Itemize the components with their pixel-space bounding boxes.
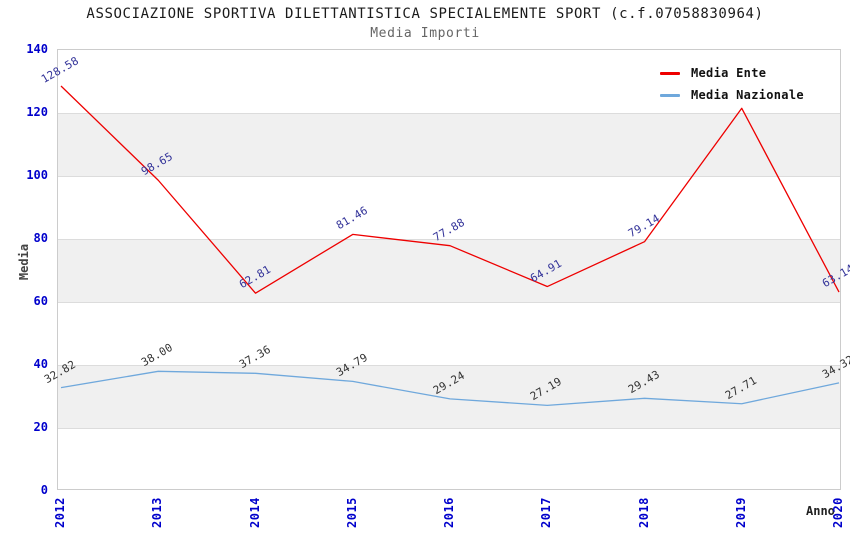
x-tick-label-2020: 2020 <box>831 497 845 528</box>
legend-line-marker <box>660 71 680 75</box>
x-tick-label-2012: 2012 <box>53 497 67 528</box>
x-tick-label-2013: 2013 <box>150 497 165 528</box>
x-tick-label-2015: 2015 <box>344 497 359 528</box>
x-axis-label: Anno <box>806 504 835 518</box>
plot-area <box>57 49 841 490</box>
shaded-band <box>58 113 840 176</box>
x-tick-label-2016: 2016 <box>442 497 456 528</box>
gridline-y-20 <box>58 428 840 429</box>
y-axis-label: Media <box>17 243 31 281</box>
y-tick-label-100: 100 <box>26 168 48 182</box>
chart-subtitle: Media Importi <box>370 26 480 41</box>
legend: Media Ente Media Nazionale <box>660 62 804 106</box>
y-tick-label-20: 20 <box>33 420 48 434</box>
y-tick-label-60: 60 <box>33 294 48 308</box>
y-tick-label-80: 80 <box>33 231 48 245</box>
x-tick-label-2017: 2017 <box>539 497 554 528</box>
series-lines <box>60 85 840 407</box>
x-tick-label-2018: 2018 <box>636 497 651 528</box>
legend-line-marker <box>660 93 680 97</box>
legend-label: Media Ente <box>691 66 767 80</box>
y-tick-label-140: 140 <box>26 42 48 56</box>
series-line-media-ente <box>60 85 840 294</box>
series-line-media-nazionale <box>60 370 840 407</box>
x-tick-label-2014: 2014 <box>247 497 262 528</box>
y-tick-label-120: 120 <box>26 105 48 119</box>
chart-title: ASSOCIAZIONE SPORTIVA DILETTANTISTICA SP… <box>86 6 764 22</box>
y-tick-label-40: 40 <box>33 357 48 371</box>
shaded-band <box>58 365 840 428</box>
gridline-y-120 <box>58 113 840 114</box>
gridline-y-40 <box>58 365 840 366</box>
legend-item-media-ente: Media Ente <box>660 62 804 84</box>
legend-item-media-nazionale: Media Nazionale <box>660 84 804 106</box>
y-tick-label-0: 0 <box>40 483 48 497</box>
legend-label: Media Nazionale <box>691 88 804 102</box>
gridline-y-60 <box>58 302 840 303</box>
gridline-y-80 <box>58 239 840 240</box>
shaded-band <box>58 239 840 302</box>
x-tick-label-2019: 2019 <box>733 497 748 528</box>
gridline-y-100 <box>58 176 840 177</box>
